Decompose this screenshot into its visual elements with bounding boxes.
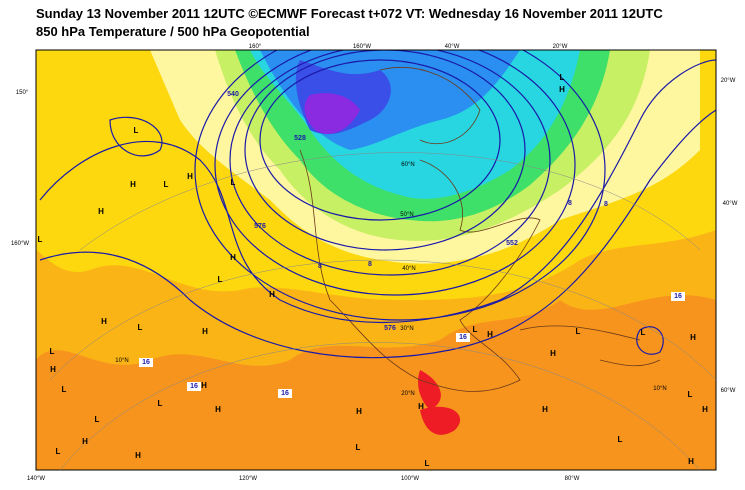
contour-label: 8 — [368, 261, 372, 268]
pressure-label: L — [425, 459, 430, 468]
pressure-label: H — [542, 405, 548, 414]
grid-label: 150° — [16, 90, 29, 96]
label-box — [187, 382, 201, 391]
grid-label: 40°W — [445, 44, 460, 50]
grid-label: 160° — [249, 44, 262, 50]
grid-label: 80°W — [565, 476, 580, 482]
pressure-label: L — [218, 275, 223, 284]
contour-label: 528 — [294, 135, 306, 142]
grid-label: 60°W — [721, 388, 736, 394]
pressure-label: H — [130, 180, 136, 189]
pressure-label: H — [135, 451, 141, 460]
label-box — [671, 292, 685, 301]
pressure-label: H — [559, 85, 565, 94]
contour-label: 576 — [254, 223, 266, 230]
pressure-label: H — [487, 330, 493, 339]
grid-label: 20°W — [553, 44, 568, 50]
contour-label: 16 — [459, 334, 467, 341]
pressure-label: H — [98, 207, 104, 216]
grid-label: 160°W — [353, 44, 371, 50]
pressure-label: L — [641, 328, 646, 337]
grid-label: 20°W — [721, 78, 736, 84]
pressure-label: L — [158, 399, 163, 408]
grid-label: 60°N — [401, 162, 414, 168]
contour-label: 552 — [506, 240, 518, 247]
grid-label: 100°W — [401, 476, 419, 482]
pressure-label: L — [688, 390, 693, 399]
subtitle: 850 hPa Temperature / 500 hPa Geopotenti… — [36, 24, 310, 39]
pressure-label: H — [201, 381, 207, 390]
pressure-label: H — [50, 365, 56, 374]
contour-label: 8 — [604, 201, 608, 208]
pressure-label: L — [56, 447, 61, 456]
pressure-label: L — [231, 178, 236, 187]
pressure-label: L — [356, 443, 361, 452]
contour-label: 16 — [142, 359, 150, 366]
pressure-label: H — [550, 349, 556, 358]
grid-label: 50°N — [400, 212, 413, 218]
pressure-label: H — [418, 402, 424, 411]
pressure-label: L — [576, 327, 581, 336]
grid-label: 30°N — [400, 326, 413, 332]
pressure-label: H — [690, 333, 696, 342]
pressure-label: H — [187, 172, 193, 181]
coastlines — [299, 67, 661, 392]
grid-label: 120°W — [239, 476, 257, 482]
pressure-label: H — [82, 437, 88, 446]
label-box — [456, 333, 470, 342]
contour-label: 8 — [568, 200, 572, 207]
label-box — [278, 389, 292, 398]
contour-label: 576 — [384, 325, 396, 332]
grid-label: 10°N — [115, 358, 128, 364]
pressure-label: H — [202, 327, 208, 336]
contour-label: 16 — [281, 390, 289, 397]
pressure-label: H — [269, 290, 275, 299]
grid-label: 140°W — [27, 476, 45, 482]
pressure-label: L — [95, 415, 100, 424]
title: Sunday 13 November 2011 12UTC ©ECMWF For… — [36, 6, 663, 21]
grid-label: 160°W — [11, 241, 29, 247]
label-box — [139, 358, 153, 367]
pressure-label: L — [134, 126, 139, 135]
pressure-label: H — [101, 317, 107, 326]
temperature-field — [36, 50, 716, 470]
graticule — [35, 49, 717, 471]
pressure-label: L — [50, 347, 55, 356]
pressure-label: L — [473, 325, 478, 334]
pressure-label: H — [356, 407, 362, 416]
pressure-label: H — [702, 405, 708, 414]
geopotential-contours — [39, 50, 716, 359]
pressure-label: L — [138, 323, 143, 332]
pressure-label: L — [62, 385, 67, 394]
pressure-label: H — [215, 405, 221, 414]
pressure-label: L — [38, 235, 43, 244]
grid-label: 10°N — [653, 386, 666, 392]
contour-label: 16 — [190, 383, 198, 390]
pressure-label: H — [688, 457, 694, 466]
pressure-label: L — [618, 435, 623, 444]
pressure-label: H — [230, 253, 236, 262]
contour-label: 16 — [674, 293, 682, 300]
contour-label: 8 — [318, 263, 322, 270]
grid-label: 40°W — [723, 201, 738, 207]
pressure-label: L — [560, 73, 565, 82]
grid-label: 20°N — [401, 391, 414, 397]
pressure-label: L — [164, 180, 169, 189]
contour-label: 540 — [227, 91, 239, 98]
grid-label: 40°N — [402, 266, 415, 272]
